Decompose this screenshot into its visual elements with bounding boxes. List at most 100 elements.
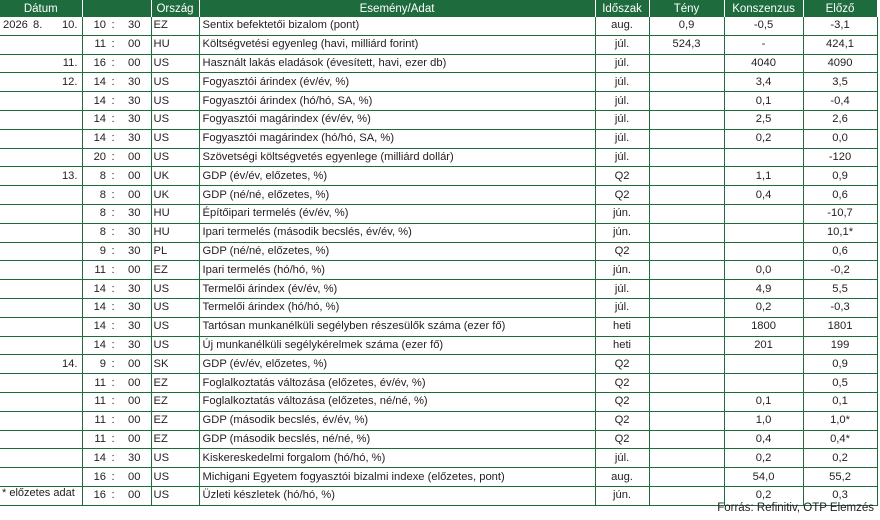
cell-period: jún. xyxy=(594,204,650,224)
cell-month xyxy=(31,185,49,205)
cell-consensus: 0,0 xyxy=(724,260,804,281)
cell-actual xyxy=(649,91,725,111)
source-note: Forrás: Refinitiv, OTP Elemzés xyxy=(717,502,874,514)
cell-event: Termelői árindex (év/év, %) xyxy=(199,279,596,299)
cell-minute: 30 xyxy=(118,242,152,262)
cell-previous: 3,5 xyxy=(803,72,878,93)
cell-day: 12. xyxy=(49,72,83,93)
cell-consensus xyxy=(724,223,804,243)
economic-calendar-table: Dátum Ország Esemény/Adat Időszak Tény K… xyxy=(0,0,878,506)
cell-consensus: 1800 xyxy=(724,317,804,337)
cell-minute: 30 xyxy=(118,91,152,111)
cell-actual xyxy=(649,223,725,243)
cell-day xyxy=(49,486,83,506)
cell-month xyxy=(31,486,49,506)
cell-country: US xyxy=(150,54,200,74)
table-row: 8:00 UK GDP (né/né, előzetes, %) Q2 0,4 0,6 xyxy=(0,185,878,205)
cell-minute: 30 xyxy=(118,336,152,356)
cell-year xyxy=(0,110,31,130)
cell-minute: 30 xyxy=(118,279,152,299)
cell-event: Sentix befektetői bizalom (pont) xyxy=(199,17,596,36)
cell-period: júl. xyxy=(594,129,650,149)
cell-colon: : xyxy=(108,72,119,93)
cell-month: 8. xyxy=(31,17,49,36)
cell-colon: : xyxy=(108,373,119,393)
cell-colon: : xyxy=(108,279,119,299)
cell-consensus: 1,0 xyxy=(724,411,804,431)
cell-country: UK xyxy=(150,185,200,205)
cell-actual: 0,9 xyxy=(649,17,725,36)
table-row: 14:30 US Tartósan munkanélküli segélyben r… xyxy=(0,317,878,337)
cell-colon: : xyxy=(108,354,119,375)
cell-event: Kiskereskedelmi forgalom (hó/hó, %) xyxy=(199,448,596,469)
cell-previous: -0,3 xyxy=(803,298,878,318)
cell-actual xyxy=(649,336,725,356)
cell-country: HU xyxy=(150,204,200,224)
cell-country: US xyxy=(150,110,200,130)
cell-month xyxy=(31,317,49,337)
cell-day xyxy=(49,298,83,318)
cell-event: Fogyasztói árindex (hó/hó, SA, %) xyxy=(199,91,596,111)
cell-event: Foglalkoztatás változása (előzetes, év/é… xyxy=(199,373,596,393)
cell-day xyxy=(49,35,83,55)
cell-hour: 16 xyxy=(81,467,109,487)
cell-country: EZ xyxy=(150,411,200,431)
cell-consensus xyxy=(724,242,804,262)
cell-hour: 14 xyxy=(81,91,109,111)
cell-actual xyxy=(649,148,725,168)
cell-event: GDP (né/né, előzetes, %) xyxy=(199,242,596,262)
cell-month xyxy=(31,279,49,299)
cell-hour: 14 xyxy=(81,129,109,149)
cell-period: Q2 xyxy=(594,354,650,375)
cell-hour: 14 xyxy=(81,298,109,318)
cell-colon: : xyxy=(108,317,119,337)
cell-previous: 1,0* xyxy=(803,411,878,431)
cell-event: Szövetségi költségvetés egyenlege (milli… xyxy=(199,148,596,168)
cell-minute: 00 xyxy=(118,148,152,168)
cell-previous: -0,4 xyxy=(803,91,878,111)
cell-consensus xyxy=(724,373,804,393)
table-row: 14:30 US Fogyasztói magárindex (hó/hó, SA,… xyxy=(0,129,878,149)
cell-event: Használt lakás eladások (évesített, havi… xyxy=(199,54,596,74)
cell-minute: 00 xyxy=(118,392,152,412)
cell-previous: -120 xyxy=(803,148,878,168)
cell-actual xyxy=(649,110,725,130)
cell-minute: 30 xyxy=(118,204,152,224)
cell-period: júl. xyxy=(594,110,650,130)
cell-year xyxy=(0,185,31,205)
cell-minute: 00 xyxy=(118,35,152,55)
cell-minute: 30 xyxy=(118,17,152,36)
cell-period: júl. xyxy=(594,148,650,168)
table-row: 14. 9:00 SK GDP (év/év, előzetes, %) Q2 0,9 xyxy=(0,354,878,375)
cell-period: aug. xyxy=(594,467,650,487)
cell-hour: 14 xyxy=(81,336,109,356)
cell-day xyxy=(49,317,83,337)
cell-month xyxy=(31,204,49,224)
cell-actual xyxy=(649,486,725,506)
cell-event: Költségvetési egyenleg (havi, milliárd f… xyxy=(199,35,596,55)
cell-minute: 00 xyxy=(118,373,152,393)
header-consensus: Konszenzus xyxy=(724,0,804,17)
cell-year xyxy=(0,35,31,55)
cell-month xyxy=(31,392,49,412)
cell-year xyxy=(0,411,31,431)
cell-consensus: 0,2 xyxy=(724,486,804,506)
cell-year xyxy=(0,242,31,262)
cell-month xyxy=(31,467,49,487)
cell-event: Termelői árindex (hó/hó, %) xyxy=(199,298,596,318)
cell-hour: 9 xyxy=(81,242,109,262)
table-row: 2026 8. 10. 10:30 EZ Sentix befektetői bizalo… xyxy=(0,17,878,36)
cell-colon: : xyxy=(108,298,119,318)
cell-day xyxy=(49,448,83,469)
cell-actual xyxy=(649,467,725,487)
cell-consensus xyxy=(724,354,804,375)
cell-year xyxy=(0,223,31,243)
table-row: 11:00 EZ Foglalkoztatás változása (előzete… xyxy=(0,392,878,412)
cell-day xyxy=(49,129,83,149)
cell-previous: 5,5 xyxy=(803,279,878,299)
cell-colon: : xyxy=(108,260,119,281)
cell-month xyxy=(31,298,49,318)
cell-consensus: 0,1 xyxy=(724,392,804,412)
cell-consensus: 0,4 xyxy=(724,185,804,205)
cell-event: GDP (né/né, előzetes, %) xyxy=(199,185,596,205)
